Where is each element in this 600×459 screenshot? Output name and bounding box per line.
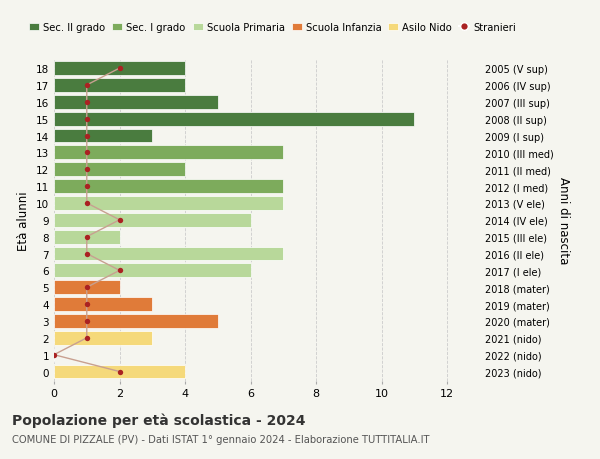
Bar <box>54 230 119 244</box>
Bar <box>54 146 283 160</box>
Bar <box>54 281 119 295</box>
Point <box>115 65 124 73</box>
Point <box>82 335 92 342</box>
Point <box>115 217 124 224</box>
Bar <box>54 196 283 210</box>
Point <box>82 99 92 106</box>
Point <box>82 200 92 207</box>
Point <box>115 267 124 274</box>
Point <box>82 166 92 174</box>
Bar <box>54 213 251 227</box>
Point <box>82 133 92 140</box>
Point <box>82 301 92 308</box>
Point <box>82 250 92 257</box>
Bar <box>54 95 218 109</box>
Bar <box>54 314 218 328</box>
Legend: Sec. II grado, Sec. I grado, Scuola Primaria, Scuola Infanzia, Asilo Nido, Stran: Sec. II grado, Sec. I grado, Scuola Prim… <box>29 23 516 33</box>
Y-axis label: Età alunni: Età alunni <box>17 190 31 250</box>
Text: Popolazione per età scolastica - 2024: Popolazione per età scolastica - 2024 <box>12 413 305 428</box>
Point <box>82 284 92 291</box>
Bar <box>54 180 283 194</box>
Point <box>49 351 59 358</box>
Point <box>82 82 92 90</box>
Bar <box>54 264 251 278</box>
Point <box>82 318 92 325</box>
Point <box>115 368 124 375</box>
Bar <box>54 163 185 177</box>
Point <box>82 116 92 123</box>
Point <box>82 183 92 190</box>
Bar <box>54 365 185 379</box>
Bar <box>54 297 152 311</box>
Y-axis label: Anni di nascita: Anni di nascita <box>557 177 570 264</box>
Bar <box>54 62 185 76</box>
Bar <box>54 331 152 345</box>
Point <box>82 234 92 241</box>
Bar <box>54 247 283 261</box>
Bar <box>54 112 415 126</box>
Point <box>82 149 92 157</box>
Bar <box>54 79 185 93</box>
Bar <box>54 129 152 143</box>
Text: COMUNE DI PIZZALE (PV) - Dati ISTAT 1° gennaio 2024 - Elaborazione TUTTITALIA.IT: COMUNE DI PIZZALE (PV) - Dati ISTAT 1° g… <box>12 434 430 444</box>
